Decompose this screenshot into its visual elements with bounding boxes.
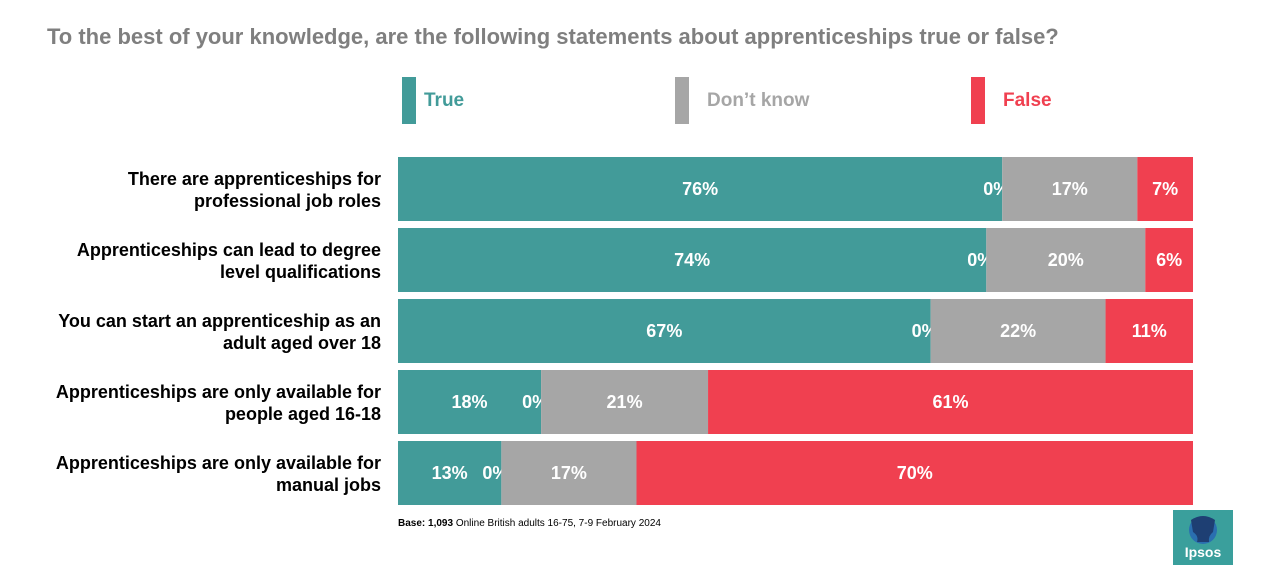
- category-label-line: Apprenticeships can lead to degree: [77, 240, 381, 260]
- ipsos-logo: Ipsos: [1173, 510, 1233, 565]
- legend-swatch-dont-know: [675, 77, 689, 124]
- value-label-dont-know-3: 22%: [1000, 321, 1036, 341]
- bar-true-4: [398, 370, 542, 434]
- legend-label-false: False: [1003, 89, 1052, 111]
- category-label-4: Apprenticeships are only available for pe…: [56, 382, 381, 424]
- bar-true-3: [398, 299, 931, 363]
- logo-silhouette-icon: [1189, 516, 1217, 544]
- legend-label-dont-know: Don’t know: [707, 89, 810, 111]
- bar-false-5: [636, 441, 1193, 505]
- value-label-false-1: 7%: [1152, 179, 1178, 199]
- bar-true-5: [398, 441, 502, 505]
- value-label-true-3: 67%: [646, 321, 682, 341]
- legend-swatch-false: [971, 77, 985, 124]
- category-label-5: Apprenticeships are only available for ma…: [56, 453, 381, 495]
- value-label-dont-know-1: 17%: [1052, 179, 1088, 199]
- bar-dont-know-4: [541, 370, 709, 434]
- bar-true-2: [398, 228, 987, 292]
- bar-false-3: [1105, 299, 1193, 363]
- legend-item-false: False: [971, 77, 1052, 124]
- bar-true-1: [398, 157, 1003, 221]
- category-label-line: manual jobs: [276, 475, 381, 495]
- bar-false-4: [708, 370, 1193, 434]
- footnote-text: Online British adults 16-75, 7-9 Februar…: [455, 518, 661, 529]
- chart-title: To the best of your knowledge, are the f…: [47, 24, 1059, 49]
- bar-dont-know-1: [1002, 157, 1138, 221]
- value-label-true-5: 13%: [432, 463, 468, 483]
- legend-label-true: True: [424, 89, 465, 111]
- legend-swatch-true: [402, 77, 416, 124]
- category-label-line: adult aged over 18: [223, 333, 381, 353]
- category-label-line: There are apprenticeships for: [128, 169, 381, 189]
- value-label-true-4: 18%: [452, 392, 488, 412]
- value-label-true-1: 76%: [682, 179, 718, 199]
- category-label-2: Apprenticeships can lead to degree level …: [77, 240, 381, 282]
- value-label-dont-know-5: 17%: [551, 463, 587, 483]
- bar-dont-know-2: [986, 228, 1146, 292]
- value-label-false-4: 61%: [933, 392, 969, 412]
- category-label-1: There are apprenticeships for professiona…: [128, 169, 381, 211]
- bar-dont-know-3: [930, 299, 1106, 363]
- category-label-line: level qualifications: [220, 262, 381, 282]
- value-label-false-2: 6%: [1156, 250, 1182, 270]
- footnote: Base: 1,093 Online British adults 16-75,…: [398, 518, 661, 529]
- category-label-line: You can start an apprenticeship as an: [58, 311, 381, 331]
- category-label-line: Apprenticeships are only available for: [56, 453, 381, 473]
- footnote-base-label: Base:: [398, 518, 426, 529]
- footnote-base-count: 1,093: [428, 518, 454, 529]
- category-label-line: professional job roles: [194, 191, 381, 211]
- category-label-line: people aged 16-18: [225, 404, 381, 424]
- value-label-dont-know-2: 20%: [1048, 250, 1084, 270]
- legend-item-dont-know: Don’t know: [675, 77, 809, 124]
- category-label-line: Apprenticeships are only available for: [56, 382, 381, 402]
- bar-false-2: [1145, 228, 1193, 292]
- value-label-dont-know-4: 21%: [607, 392, 643, 412]
- logo-wordmark: Ipsos: [1184, 544, 1222, 560]
- bar-dont-know-5: [501, 441, 637, 505]
- value-label-false-5: 70%: [897, 463, 933, 483]
- value-label-false-3: 11%: [1132, 321, 1167, 341]
- bar-false-1: [1137, 157, 1193, 221]
- legend-item-true: True: [402, 77, 464, 124]
- category-label-3: You can start an apprenticeship as an adu…: [58, 311, 381, 353]
- value-label-true-2: 74%: [674, 250, 710, 270]
